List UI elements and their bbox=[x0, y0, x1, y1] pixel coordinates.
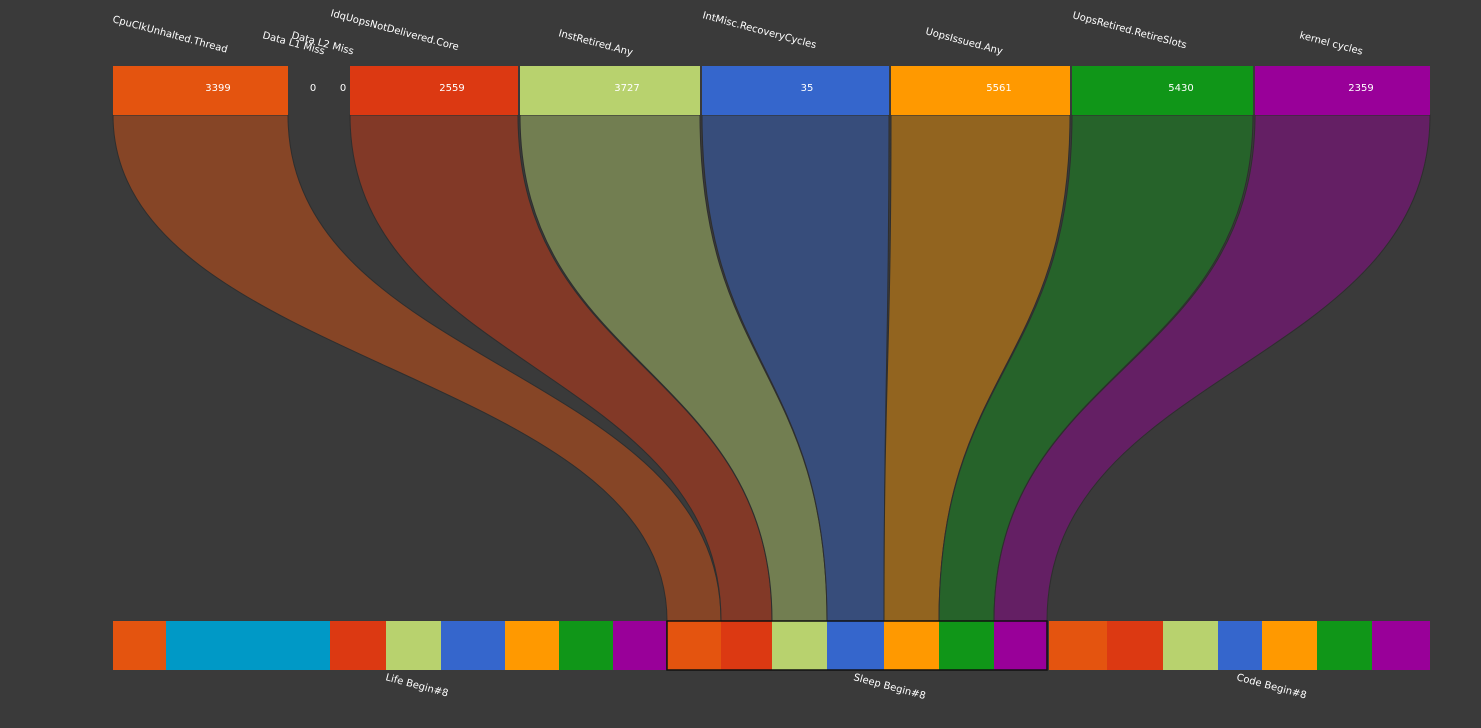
group-segment bbox=[166, 621, 330, 670]
group-segment bbox=[386, 621, 441, 670]
group-segment bbox=[721, 621, 772, 670]
group-segment bbox=[441, 621, 505, 670]
group-segment bbox=[939, 621, 994, 670]
group-segment bbox=[667, 621, 721, 670]
group-segment bbox=[505, 621, 559, 670]
group-segment bbox=[994, 621, 1047, 670]
group-segment bbox=[1107, 621, 1163, 670]
node-value: 3399 bbox=[205, 83, 230, 94]
node-bar bbox=[891, 66, 1070, 115]
flow bbox=[993, 114, 1431, 622]
group-segment bbox=[1163, 621, 1218, 670]
node-value: 5430 bbox=[1168, 83, 1193, 94]
node-value: 2359 bbox=[1348, 83, 1373, 94]
group-segment bbox=[113, 621, 166, 670]
group-segment bbox=[1372, 621, 1430, 670]
node-value: 0 bbox=[340, 83, 346, 94]
group-segment bbox=[1317, 621, 1372, 670]
group-segment bbox=[1262, 621, 1317, 670]
group-segment bbox=[1218, 621, 1262, 670]
node-bar bbox=[113, 66, 288, 115]
node-value: 2559 bbox=[439, 83, 464, 94]
group-segment bbox=[884, 621, 939, 670]
node-value: 5561 bbox=[986, 83, 1011, 94]
node-value: 35 bbox=[801, 83, 814, 94]
group-segment bbox=[772, 621, 827, 670]
node-value: 3727 bbox=[614, 83, 639, 94]
group-border bbox=[666, 620, 1048, 671]
node-bar bbox=[702, 66, 889, 115]
group-segment bbox=[559, 621, 613, 670]
group-segment bbox=[827, 621, 884, 670]
node-bar bbox=[350, 66, 518, 115]
node-bar bbox=[1072, 66, 1253, 115]
group-segment bbox=[613, 621, 666, 670]
node-bar bbox=[520, 66, 700, 115]
node-value: 0 bbox=[310, 83, 316, 94]
group-segment bbox=[1049, 621, 1107, 670]
node-bar bbox=[1255, 66, 1430, 115]
group-segment bbox=[330, 621, 386, 670]
